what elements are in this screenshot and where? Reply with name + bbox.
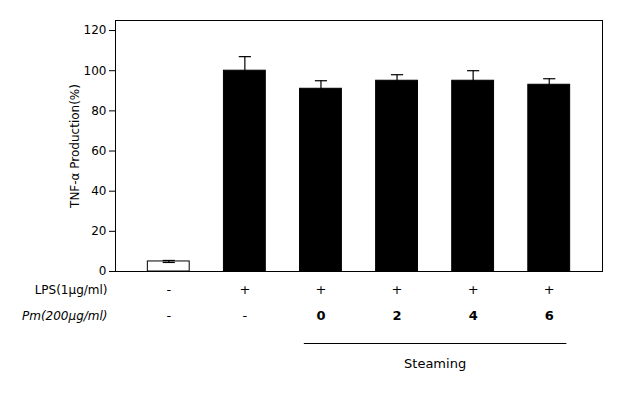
svg-text:Pm(200μg/ml): Pm(200μg/ml): [22, 309, 108, 323]
svg-text:40: 40: [91, 184, 106, 198]
svg-text:100: 100: [84, 64, 107, 78]
svg-text:+: +: [316, 282, 327, 297]
svg-text:4: 4: [469, 308, 478, 323]
svg-text:Steaming: Steaming: [404, 356, 466, 371]
svg-text:-: -: [166, 282, 171, 297]
svg-text:0: 0: [99, 264, 107, 278]
svg-text:120: 120: [84, 23, 107, 37]
svg-text:20: 20: [91, 224, 106, 238]
svg-text:60: 60: [91, 144, 106, 158]
svg-text:+: +: [392, 282, 403, 297]
svg-text:6: 6: [545, 308, 554, 323]
svg-text:0: 0: [316, 308, 325, 323]
svg-text:-: -: [166, 308, 171, 323]
svg-text:80: 80: [91, 104, 106, 118]
svg-text:-: -: [243, 308, 248, 323]
svg-text:LPS(1μg/ml): LPS(1μg/ml): [35, 283, 108, 297]
svg-text:+: +: [239, 282, 250, 297]
svg-text:+: +: [544, 282, 555, 297]
svg-text:+: +: [468, 282, 479, 297]
svg-text:2: 2: [393, 308, 402, 323]
svg-text:TNF-α Production(%): TNF-α Production(%): [68, 84, 82, 209]
